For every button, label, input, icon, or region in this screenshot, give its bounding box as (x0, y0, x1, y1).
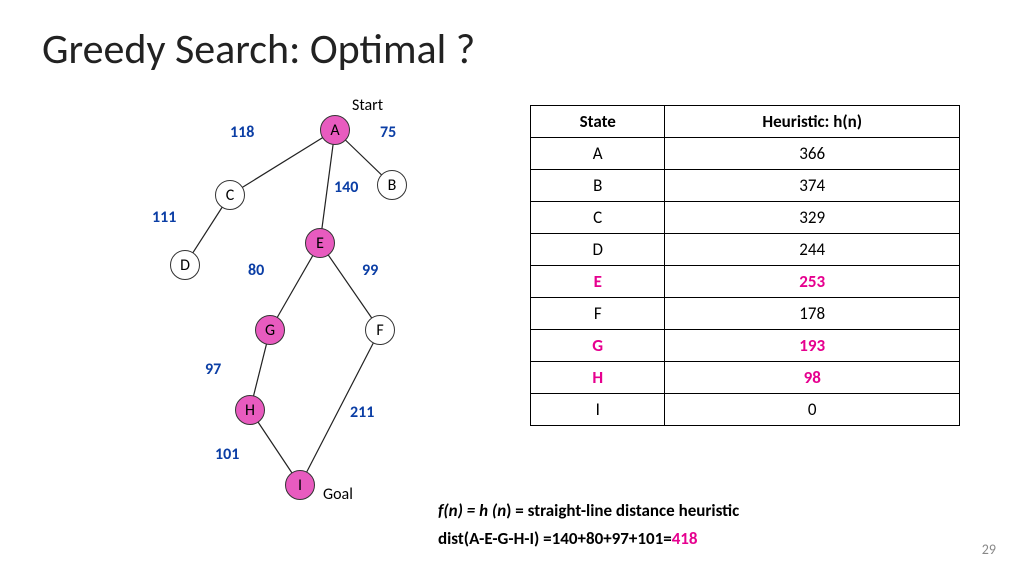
graph-diagram: Start Goal ABCDEGFHI11875140111809997211… (100, 100, 460, 540)
node-E: E (305, 228, 335, 258)
table-row: D244 (531, 234, 960, 266)
node-A: A (320, 115, 350, 145)
table-body: A366B374C329D244E253F178G193H98I0 (531, 138, 960, 426)
edge-weight-EG: 80 (248, 261, 264, 280)
table-row: B374 (531, 170, 960, 202)
th-heuristic: Heuristic: h(n) (665, 106, 960, 138)
page-number: 29 (982, 541, 996, 558)
cell-heuristic: 374 (665, 170, 960, 202)
th-state: State (531, 106, 665, 138)
cell-heuristic: 178 (665, 298, 960, 330)
goal-label: Goal (323, 485, 353, 504)
edge-weight-CD: 111 (152, 208, 176, 227)
heuristic-table: State Heuristic: h(n) A366B374C329D244E2… (530, 105, 960, 426)
node-F: F (365, 315, 395, 345)
edge-weight-GH: 97 (205, 360, 221, 379)
edge-weight-HI: 101 (215, 445, 239, 464)
cell-state: A (531, 138, 665, 170)
heuristic-table-wrap: State Heuristic: h(n) A366B374C329D244E2… (530, 105, 960, 426)
cell-heuristic: 329 (665, 202, 960, 234)
cell-state: C (531, 202, 665, 234)
start-label: Start (352, 96, 383, 115)
edge-weight-AE: 140 (334, 178, 358, 197)
node-H: H (235, 395, 265, 425)
cell-state: I (531, 394, 665, 426)
cell-heuristic: 244 (665, 234, 960, 266)
node-I: I (285, 470, 315, 500)
node-C: C (215, 180, 245, 210)
caption-dist: dist(A-E-G-H-I) =140+80+97+101=418 (438, 528, 698, 549)
caption-fn: f(n) = h (n) = straight-line distance he… (438, 500, 739, 521)
table-row: A366 (531, 138, 960, 170)
cell-state: F (531, 298, 665, 330)
table-row: E253 (531, 266, 960, 298)
node-G: G (255, 315, 285, 345)
cell-state: E (531, 266, 665, 298)
table-row: C329 (531, 202, 960, 234)
cell-heuristic: 253 (665, 266, 960, 298)
edge-weight-FI: 211 (350, 403, 374, 422)
cell-state: G (531, 330, 665, 362)
table-row: G193 (531, 330, 960, 362)
cell-heuristic: 98 (665, 362, 960, 394)
cell-heuristic: 0 (665, 394, 960, 426)
table-row: F178 (531, 298, 960, 330)
cell-state: H (531, 362, 665, 394)
cell-heuristic: 193 (665, 330, 960, 362)
node-B: B (377, 170, 407, 200)
cell-state: D (531, 234, 665, 266)
page-title: Greedy Search: Optimal ? (42, 24, 475, 75)
table-row: H98 (531, 362, 960, 394)
table-row: I0 (531, 394, 960, 426)
edge-weight-EF: 99 (362, 261, 378, 280)
edge-weight-AC: 118 (230, 123, 254, 142)
cell-heuristic: 366 (665, 138, 960, 170)
cell-state: B (531, 170, 665, 202)
node-D: D (170, 250, 200, 280)
edge-weight-AB: 75 (380, 123, 396, 142)
